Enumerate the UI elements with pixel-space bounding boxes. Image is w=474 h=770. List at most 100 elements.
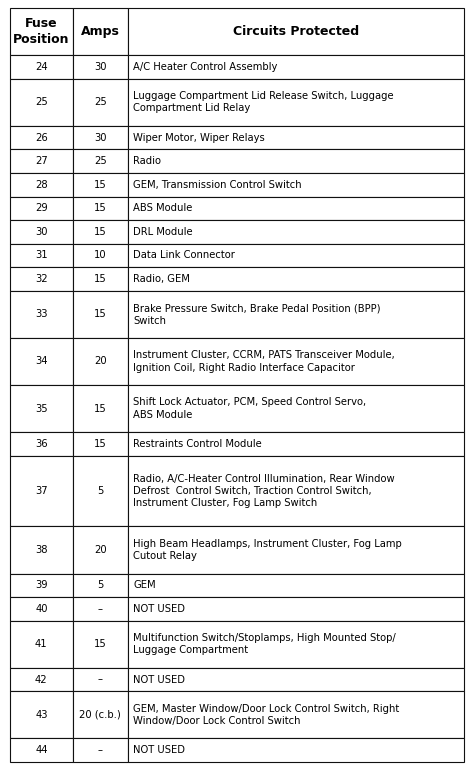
Text: 25: 25 [94, 97, 107, 107]
Bar [10, 8, 73, 55]
Text: 26: 26 [35, 132, 48, 142]
Text: 29: 29 [35, 203, 48, 213]
Text: A/C Heater Control Assembly: A/C Heater Control Assembly [133, 62, 277, 72]
Bar [73, 668, 128, 691]
Text: 15: 15 [94, 639, 107, 649]
Bar [128, 385, 464, 432]
Bar [128, 267, 464, 291]
Text: 30: 30 [35, 227, 47, 237]
Text: 15: 15 [94, 439, 107, 449]
Text: Data Link Connector: Data Link Connector [133, 250, 235, 260]
Bar [73, 338, 128, 385]
Bar [128, 8, 464, 55]
Text: 25: 25 [35, 97, 48, 107]
Text: 38: 38 [35, 545, 47, 555]
Text: 25: 25 [94, 156, 107, 166]
Bar [73, 196, 128, 220]
Bar [128, 574, 464, 597]
Text: 41: 41 [35, 639, 48, 649]
Text: GEM, Master Window/Door Lock Control Switch, Right
Window/Door Lock Control Swit: GEM, Master Window/Door Lock Control Swi… [133, 704, 399, 726]
Text: NOT USED: NOT USED [133, 745, 185, 755]
Text: 30: 30 [94, 132, 107, 142]
Bar [128, 456, 464, 527]
Bar [73, 738, 128, 762]
Text: 40: 40 [35, 604, 47, 614]
Bar [73, 243, 128, 267]
Bar [128, 432, 464, 456]
Text: –: – [98, 604, 103, 614]
Text: 30: 30 [94, 62, 107, 72]
Bar [73, 267, 128, 291]
Bar [73, 173, 128, 196]
Bar [10, 55, 73, 79]
Text: Fuse
Position: Fuse Position [13, 17, 70, 46]
Text: Circuits Protected: Circuits Protected [233, 25, 359, 38]
Bar [73, 385, 128, 432]
Bar [10, 621, 73, 668]
Bar [73, 597, 128, 621]
Bar [10, 574, 73, 597]
Text: 15: 15 [94, 274, 107, 284]
Bar [73, 432, 128, 456]
Text: 20: 20 [94, 545, 107, 555]
Text: GEM, Transmission Control Switch: GEM, Transmission Control Switch [133, 179, 301, 189]
Bar [73, 574, 128, 597]
Text: 24: 24 [35, 62, 48, 72]
Bar [10, 126, 73, 149]
Text: 33: 33 [35, 310, 47, 320]
Bar [128, 527, 464, 574]
Bar [128, 79, 464, 126]
Text: GEM: GEM [133, 581, 155, 591]
Text: 39: 39 [35, 581, 48, 591]
Text: Restraints Control Module: Restraints Control Module [133, 439, 262, 449]
Bar [10, 338, 73, 385]
Text: NOT USED: NOT USED [133, 604, 185, 614]
Bar [10, 385, 73, 432]
Text: 43: 43 [35, 710, 47, 720]
Bar [128, 173, 464, 196]
Bar [10, 456, 73, 527]
Bar [73, 456, 128, 527]
Bar [73, 291, 128, 338]
Bar [10, 738, 73, 762]
Text: Shift Lock Actuator, PCM, Speed Control Servo,
ABS Module: Shift Lock Actuator, PCM, Speed Control … [133, 397, 366, 420]
Text: 42: 42 [35, 675, 48, 685]
Text: 34: 34 [35, 357, 47, 367]
Bar [10, 432, 73, 456]
Text: 36: 36 [35, 439, 48, 449]
Bar [73, 621, 128, 668]
Bar [128, 55, 464, 79]
Bar [128, 738, 464, 762]
Text: 15: 15 [94, 203, 107, 213]
Bar [10, 173, 73, 196]
Text: 35: 35 [35, 403, 48, 413]
Text: Brake Pressure Switch, Brake Pedal Position (BPP)
Switch: Brake Pressure Switch, Brake Pedal Posit… [133, 303, 381, 326]
Bar [128, 149, 464, 173]
Text: NOT USED: NOT USED [133, 675, 185, 685]
Bar [128, 668, 464, 691]
Bar [10, 196, 73, 220]
Text: 44: 44 [35, 745, 47, 755]
Text: 31: 31 [35, 250, 48, 260]
Text: Multifunction Switch/Stoplamps, High Mounted Stop/
Luggage Compartment: Multifunction Switch/Stoplamps, High Mou… [133, 633, 396, 655]
Text: 5: 5 [97, 581, 103, 591]
Bar [128, 220, 464, 243]
Bar [10, 597, 73, 621]
Bar [10, 149, 73, 173]
Text: –: – [98, 675, 103, 685]
Text: 5: 5 [97, 486, 103, 496]
Bar [73, 55, 128, 79]
Bar [10, 243, 73, 267]
Bar [10, 267, 73, 291]
Text: 28: 28 [35, 179, 48, 189]
Bar [73, 220, 128, 243]
Text: 15: 15 [94, 227, 107, 237]
Text: Radio, A/C-Heater Control Illumination, Rear Window
Defrost  Control Switch, Tra: Radio, A/C-Heater Control Illumination, … [133, 474, 395, 508]
Text: Radio, GEM: Radio, GEM [133, 274, 190, 284]
Text: 15: 15 [94, 310, 107, 320]
Bar [10, 668, 73, 691]
Text: 20 (c.b.): 20 (c.b.) [80, 710, 121, 720]
Bar [73, 79, 128, 126]
Text: 20: 20 [94, 357, 107, 367]
Bar [73, 126, 128, 149]
